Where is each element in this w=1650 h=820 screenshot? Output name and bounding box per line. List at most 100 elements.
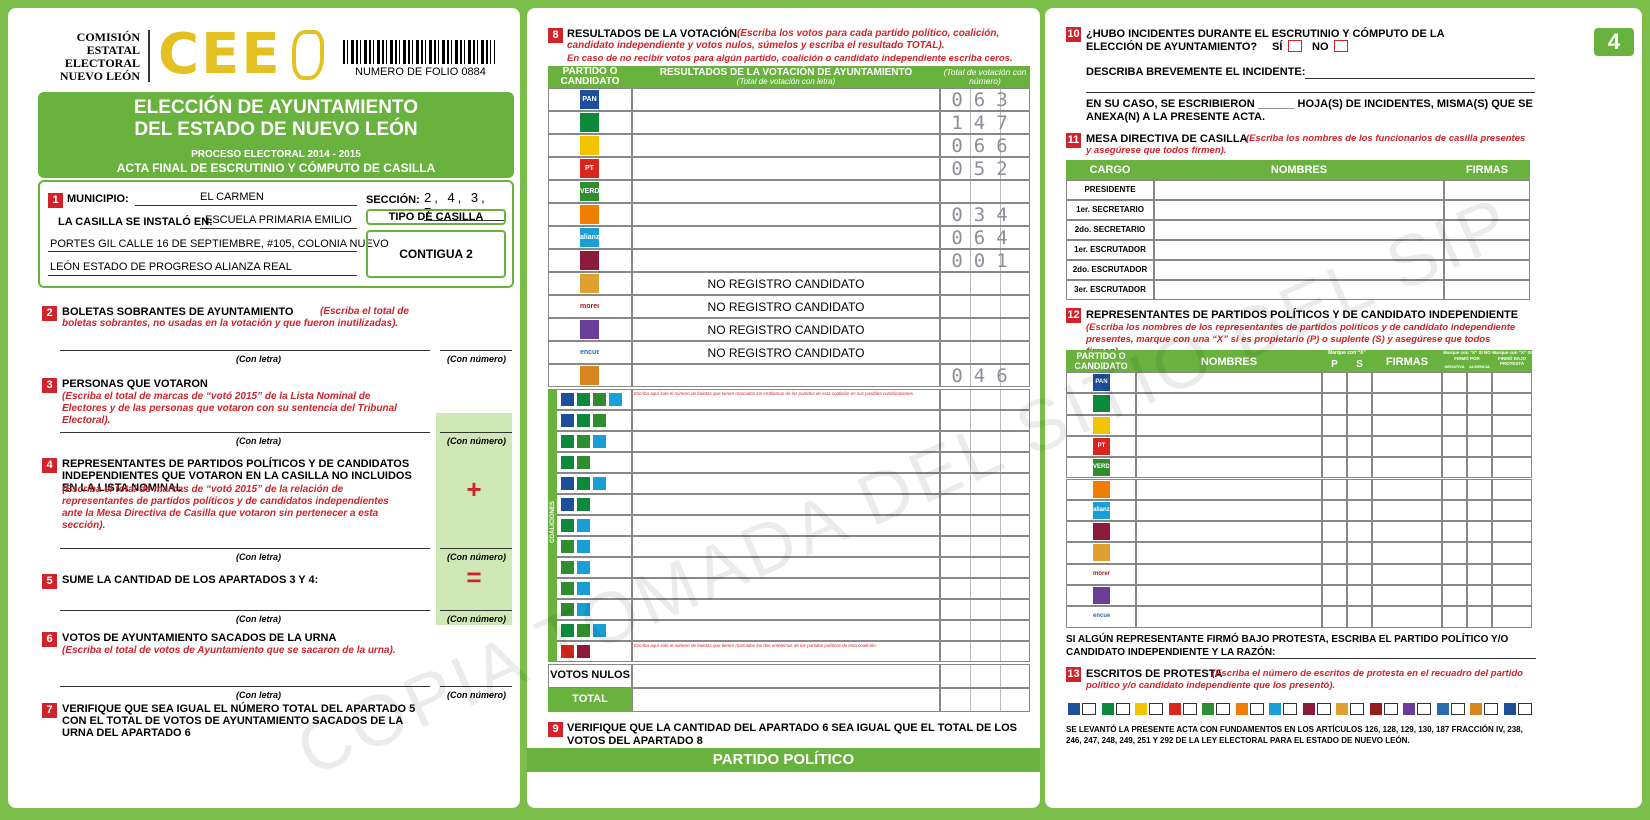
option-label: SÍ [1272,41,1283,53]
handwritten-votes: 066 [951,135,1019,157]
row-label: VOTOS NULOS [550,669,630,681]
table-cell [940,536,1030,557]
table-cell [548,341,632,364]
table-cell [632,599,940,620]
table-cell [632,389,940,410]
table-cell [1347,435,1372,458]
table-cell [940,249,1030,272]
municipio-value: EL CARMEN [200,191,264,203]
rep-header [1066,350,1532,372]
table-cell [1066,457,1136,479]
table-cell [1444,280,1530,300]
table-cell [1066,478,1136,500]
table-cell [1066,240,1154,260]
protest-emblem [1101,703,1114,715]
table-cell [1442,542,1467,564]
protest-box [1517,703,1532,715]
table-cell [1467,393,1492,415]
table-cell [632,134,940,157]
option-label: NO [1312,41,1329,53]
table-cell [1322,606,1347,628]
table-cell [1136,521,1322,543]
protest-box [1450,703,1465,715]
table-cell [632,578,940,599]
coalition-emblem [560,560,575,575]
protest-emblem [1135,703,1147,715]
table-cell [1066,393,1136,415]
party-logo: encuentro [1093,608,1110,626]
section-number: 4 [42,458,57,473]
table-cell [632,203,940,226]
table-cell [1467,542,1492,564]
table-cell [940,578,1030,599]
handwritten-votes: 001 [951,250,1019,272]
coalition-emblem [560,476,575,491]
coalition-emblem [576,644,591,659]
table-cell [632,180,940,203]
table-cell [1347,499,1372,522]
plus-sign: + [466,474,482,504]
table-cell [1322,585,1347,607]
table-cell [1492,542,1532,564]
table-cell [1444,180,1530,200]
rule-line [200,228,357,229]
rule-line [48,275,357,276]
table-cell [632,157,940,180]
table-cell [1442,435,1467,458]
party-logo [1093,480,1110,498]
role-label: 2do. SECRETARIO [1074,225,1146,234]
table-cell [1066,414,1136,436]
table-cell [940,341,1030,364]
protest-box [1249,703,1264,715]
legal-text: SE LEVANTÓ LA PRESENTE ACTA CON FUNDAMEN… [1066,725,1523,745]
table-cell [1444,260,1530,280]
section-number: 7 [42,703,57,718]
coalition-emblem [576,581,591,596]
table-cell [632,620,940,641]
party-logo: VERDE [580,182,599,201]
column-header: (Total de votación con letra) [736,77,836,86]
table-cell [1372,372,1442,394]
role-label: PRESIDENTE [1084,185,1136,194]
table-cell [1467,457,1492,479]
number-column [436,413,512,625]
section-title: ESCRITOS DE PROTESTA [1086,668,1223,680]
table-cell [1322,499,1347,522]
row-label: TOTAL [572,693,608,705]
section-title: MESA DIRECTIVA DE CASILLA [1086,133,1248,145]
table-cell [940,452,1030,473]
protest-emblem [1436,703,1449,715]
table-cell [1492,585,1532,607]
document-title: DEL ESTADO DE NUEVO LEÓN [134,119,418,140]
section-number: 13 [1066,667,1081,682]
coalition-emblem [576,602,591,617]
con-numero-label: (Con número) [447,436,506,446]
rule-line [60,432,430,433]
coalition-emblem [576,455,591,470]
protest-emblem [1202,703,1214,715]
section-number: 8 [548,28,563,43]
table-cell [1442,606,1467,628]
table-cell [1492,457,1532,479]
table-cell [1066,521,1136,543]
coalition-emblem [576,518,591,533]
protest-emblem [1403,703,1415,715]
table-cell [1066,542,1136,564]
protest-box [1082,703,1096,715]
barcode [343,40,495,64]
party-logo: PT [1093,437,1110,455]
table-cell [1347,521,1372,543]
table-cell [1442,478,1467,500]
coalition-emblem [576,434,591,449]
table-cell [940,272,1030,295]
table-cell [1136,563,1322,585]
logo-divider [148,30,150,82]
column-header: FIRMAS [1385,356,1429,368]
table-cell [1154,280,1444,300]
table-cell [940,557,1030,578]
table-cell [632,431,940,452]
rule-line [440,548,512,549]
table-cell [548,226,632,249]
table-cell [1154,240,1444,260]
table-cell [1492,478,1532,500]
